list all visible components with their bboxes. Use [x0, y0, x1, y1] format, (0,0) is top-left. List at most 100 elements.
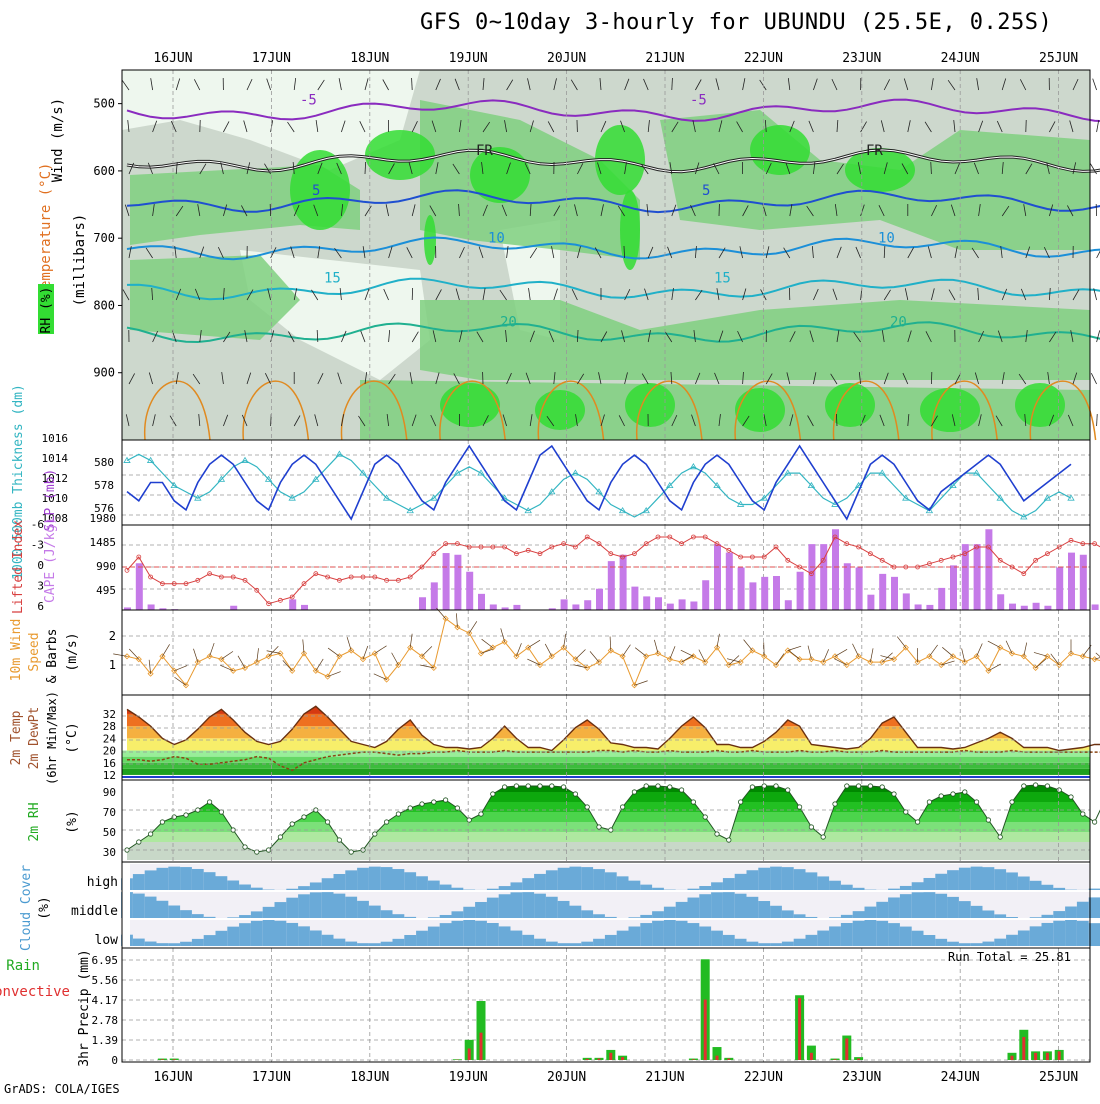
cloud-bar — [310, 930, 322, 946]
wind-title-2: Speed — [27, 632, 42, 671]
surface-wind-barb — [469, 621, 477, 633]
cloud-bar — [570, 867, 582, 890]
rh-point — [892, 792, 896, 796]
cloud-bar — [157, 901, 169, 918]
rh-point — [337, 838, 341, 842]
cloud-bar — [640, 923, 652, 946]
cape-bar — [950, 565, 957, 610]
rh-point — [455, 806, 459, 810]
cloud-bar — [286, 889, 298, 890]
cloud-bar — [369, 906, 381, 918]
cloud-bar — [227, 880, 239, 890]
surface-wind-barb — [852, 644, 858, 657]
cape-bar — [1009, 604, 1016, 610]
surface-wind-barb — [977, 644, 983, 657]
cloud-bar — [180, 910, 192, 918]
lifted-index-point — [125, 568, 129, 572]
rh-point — [797, 805, 801, 809]
cloud-bar — [452, 921, 464, 946]
cape-bar — [667, 604, 674, 610]
cloud-bar — [935, 894, 947, 918]
surface-wind-barb — [776, 654, 784, 665]
rh-point — [243, 845, 247, 849]
temp-tick-label: 16 — [103, 757, 116, 770]
rh-point — [668, 785, 672, 789]
cloud-bar — [322, 892, 334, 918]
rh-point — [1010, 800, 1014, 804]
cloud-bar — [393, 869, 405, 890]
surface-wind-barb — [635, 648, 646, 657]
precip-convective-bar — [727, 1059, 730, 1060]
cloud-bar — [487, 923, 499, 946]
cape-bar — [1092, 604, 1099, 610]
cloud-bar — [452, 888, 464, 890]
cloud-bar — [994, 869, 1006, 890]
cloud-bar — [157, 943, 169, 946]
precip-legend-total: Total / Rain — [0, 958, 40, 974]
cloud-bar — [806, 917, 818, 918]
cloud-bar — [652, 921, 664, 946]
precip-convective-bar — [1022, 1037, 1025, 1060]
rh-point — [1057, 788, 1061, 792]
wind-tick-label: 1 — [109, 658, 116, 672]
cloud-bar — [888, 897, 900, 918]
rh-point — [373, 832, 377, 836]
cloud-bar — [251, 921, 263, 946]
thickness-tick-label: 578 — [94, 479, 114, 492]
cloud-bar — [239, 923, 251, 946]
cloud-bar — [664, 920, 676, 946]
date-label-top: 19JUN — [449, 51, 488, 66]
cloud-bar — [357, 943, 369, 946]
cloud-bar — [1065, 907, 1077, 918]
cloud-bar — [157, 868, 169, 890]
cloud-bar — [794, 914, 806, 918]
cloud-bar — [1053, 888, 1065, 890]
cloud-bar — [558, 943, 570, 946]
cloud-bar — [794, 869, 806, 890]
date-label-bottom: 22JUN — [744, 1070, 783, 1085]
cloud-bar — [499, 926, 511, 946]
cloud-bar — [428, 927, 440, 946]
cloud-bar — [192, 869, 204, 890]
rh-point — [880, 785, 884, 789]
cloud-bar — [168, 905, 180, 918]
cloud-bar — [357, 868, 369, 890]
cloud-bar — [534, 939, 546, 946]
temp-title-2: 2m DewPt — [27, 707, 42, 770]
rh-tick-label: 50 — [103, 826, 116, 839]
cape-bar — [289, 599, 296, 610]
wind-tick-label: 2 — [109, 629, 116, 643]
cloud-bar — [546, 897, 558, 918]
date-label-bottom: 20JUN — [547, 1070, 586, 1085]
pressure-tick-label: 900 — [93, 366, 115, 380]
date-label-top: 17JUN — [252, 51, 291, 66]
cloud-bar — [534, 894, 546, 918]
surface-wind-barb — [897, 637, 906, 648]
temp-band — [122, 769, 1090, 775]
surface-wind-barb — [193, 649, 197, 662]
cloud-bar — [440, 915, 452, 918]
cape-bar — [938, 588, 945, 610]
rh-point — [904, 810, 908, 814]
cloud-bar — [782, 867, 794, 890]
rh-point — [384, 820, 388, 824]
cloud-bar — [688, 889, 700, 890]
cloud-bar — [227, 917, 239, 918]
cloud-bar — [947, 870, 959, 890]
cloud-bar — [900, 894, 912, 918]
run-total-label: Run Total = 25.81 — [948, 950, 1071, 964]
cape-bar — [926, 605, 933, 610]
date-label-top: 22JUN — [744, 51, 783, 66]
cape-tick-label: 990 — [96, 560, 116, 573]
cloud-bar — [735, 894, 747, 918]
temp-title-1: 2m Temp — [9, 710, 24, 765]
cloud-bar — [534, 874, 546, 890]
isotherm-label: FR — [476, 143, 493, 159]
precip-convective-bar — [480, 1033, 483, 1060]
cape-bar — [985, 529, 992, 610]
date-label-bottom: 21JUN — [645, 1070, 684, 1085]
cloud-bar — [888, 889, 900, 890]
rh-point — [762, 784, 766, 788]
cloud-bar — [298, 886, 310, 890]
